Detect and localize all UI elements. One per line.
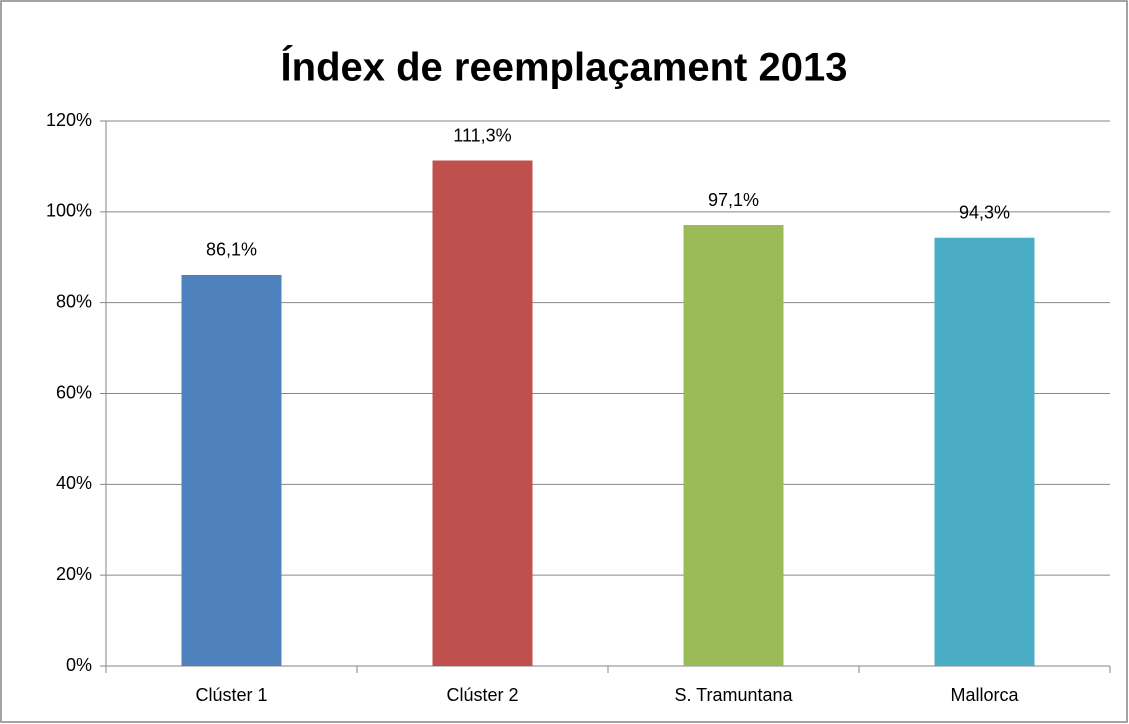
chart-title: Índex de reemplaçament 2013 xyxy=(281,45,848,90)
y-tick-label: 80% xyxy=(56,291,92,311)
y-tick-label: 120% xyxy=(46,110,92,130)
bar xyxy=(432,160,533,666)
x-tick-label: Mallorca xyxy=(950,685,1019,705)
data-label: 94,3% xyxy=(959,202,1010,222)
y-tick-label: 20% xyxy=(56,564,92,584)
y-tick-label: 0% xyxy=(66,655,92,675)
data-label: 97,1% xyxy=(708,190,759,210)
y-tick-label: 40% xyxy=(56,473,92,493)
data-label: 111,3% xyxy=(453,125,511,145)
data-label: 86,1% xyxy=(206,240,257,260)
x-tick-label: Clúster 2 xyxy=(446,685,518,705)
y-tick-label: 60% xyxy=(56,382,92,402)
x-tick-label: Clúster 1 xyxy=(195,685,267,705)
bar xyxy=(934,237,1035,667)
y-tick-label: 100% xyxy=(46,201,92,221)
x-tick-label: S. Tramuntana xyxy=(674,685,793,705)
bar xyxy=(181,274,282,666)
bar xyxy=(683,225,784,667)
